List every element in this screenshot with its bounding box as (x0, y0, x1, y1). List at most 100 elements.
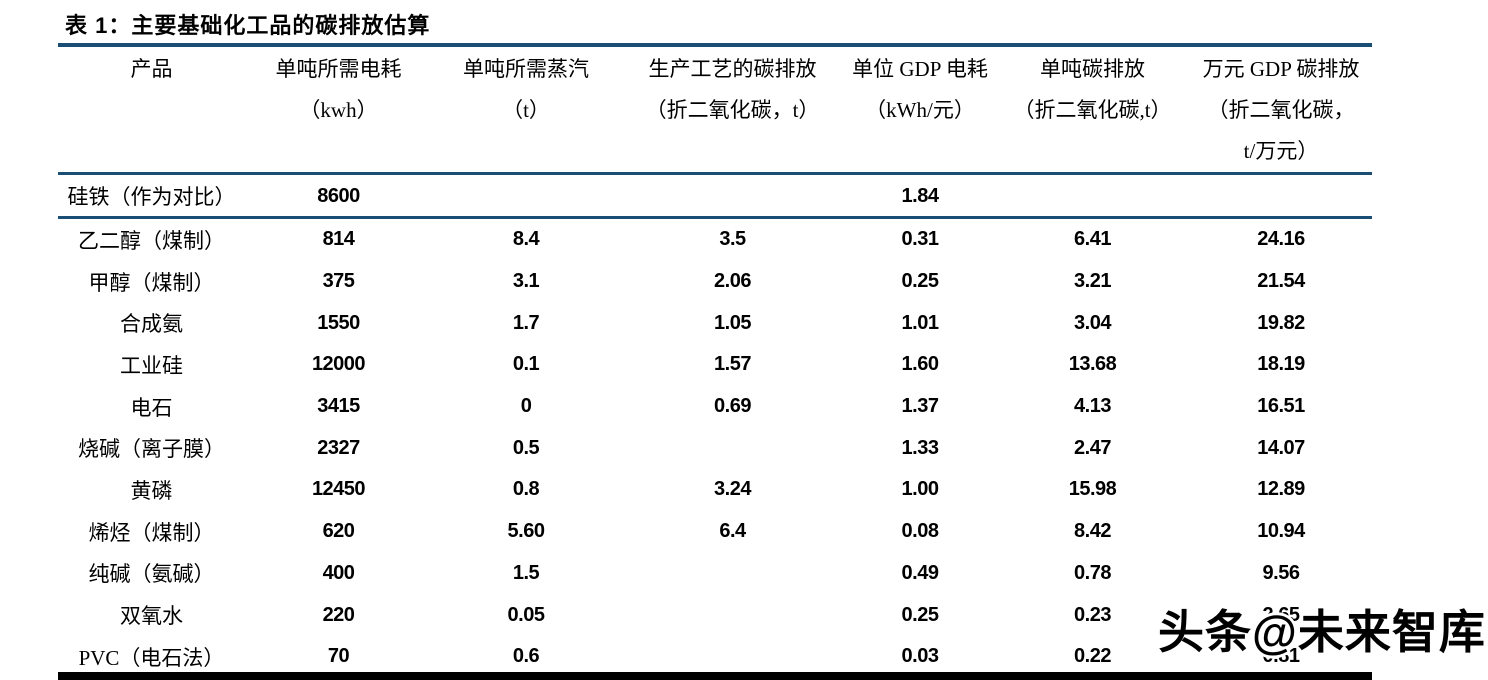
value-cell: 0.22 (1074, 645, 1111, 668)
value-cell: 8600 (317, 184, 360, 207)
value-cell: 0.08 (901, 520, 939, 543)
product-cell: 黄磷 (130, 478, 173, 503)
value-cell: 0.6 (512, 645, 540, 668)
value-cell: 24.16 (1257, 228, 1305, 251)
column-header-label: 万元 GDP 碳排放 (1202, 56, 1360, 81)
value-cell: 6.41 (1074, 228, 1111, 251)
product-cell: 硅铁（作为对比） (67, 185, 236, 209)
value-cell: 0.5 (512, 436, 540, 459)
column-header-unit: （kWh/元） (865, 97, 975, 122)
value-cell: 3415 (317, 395, 360, 418)
value-cell: 18.19 (1257, 353, 1305, 376)
value-cell: 8.42 (1074, 520, 1111, 543)
table-row: 乙二醇（煤制） 814 8.4 3.5 0.31 6.41 24.16 (58, 219, 1372, 261)
header-rule (58, 172, 1372, 175)
product-cell: PVC（电石法） (78, 645, 225, 670)
value-cell: 0.78 (1074, 561, 1111, 584)
table-body: 乙二醇（煤制） 814 8.4 3.5 0.31 6.41 24.16 甲醇（煤… (58, 219, 1372, 678)
column-header: 单位 GDP 电耗 （kWh/元） (845, 47, 995, 170)
value-cell: 1.57 (714, 353, 751, 376)
value-cell: 1.33 (901, 436, 939, 459)
value-cell: 0.49 (901, 561, 939, 584)
product-cell: 电石 (130, 395, 173, 420)
value-cell: 1.01 (901, 311, 939, 334)
value-cell: 6.4 (719, 520, 746, 543)
value-cell: 9.56 (1262, 561, 1300, 584)
column-header-label: 产品 (130, 56, 173, 81)
value-cell: 12000 (311, 353, 366, 376)
table-row: 烧碱（离子膜） 2327 0.5 1.33 2.47 14.07 (58, 427, 1372, 469)
title-rule (58, 43, 1372, 47)
value-cell: 12.89 (1257, 478, 1305, 501)
page-title: 表 1：主要基础化工品的碳排放估算 (65, 13, 431, 38)
column-header: 生产工艺的碳排放 （折二氧化碳，t） (620, 47, 845, 170)
value-cell: 1.05 (714, 311, 751, 334)
column-header-unit: （折二氧化碳， (1207, 97, 1355, 122)
value-cell: 0.23 (1074, 603, 1111, 626)
value-cell: 620 (322, 520, 355, 543)
value-cell: 3.04 (1074, 311, 1111, 334)
column-header-label: 单位 GDP 电耗 (852, 56, 988, 81)
product-cell: 合成氨 (120, 312, 183, 337)
table-bottom-border (58, 672, 1372, 680)
column-header-unit: （折二氧化碳,t） (1013, 97, 1172, 122)
value-cell: 0.03 (901, 645, 939, 668)
table-row: 甲醇（煤制） 375 3.1 2.06 0.25 3.21 21.54 (58, 261, 1372, 303)
value-cell: 13.68 (1068, 353, 1117, 376)
table-row: 黄磷 12450 0.8 3.24 1.00 15.98 12.89 (58, 469, 1372, 511)
value-cell: 1.5 (512, 561, 540, 584)
column-header: 单吨所需蒸汽 （t） (432, 47, 620, 170)
product-cell: 双氧水 (120, 604, 183, 629)
value-cell: 2.65 (1262, 603, 1300, 626)
value-cell: 15.98 (1068, 478, 1117, 501)
product-cell: 乙二醇（煤制） (78, 228, 225, 253)
value-cell: 3.1 (512, 270, 540, 293)
value-cell: 1.60 (901, 353, 939, 376)
column-header: 单吨碳排放 （折二氧化碳,t） (995, 47, 1190, 170)
value-cell: 814 (322, 228, 355, 251)
value-cell: 1.7 (512, 311, 540, 334)
value-cell: 3.24 (714, 478, 751, 501)
table-row: 烯烃（煤制） 620 5.60 6.4 0.08 8.42 10.94 (58, 511, 1372, 553)
table-row: 合成氨 1550 1.7 1.05 1.01 3.04 19.82 (58, 302, 1372, 344)
value-cell: 2327 (317, 436, 360, 459)
value-cell: 3.5 (719, 228, 746, 251)
value-cell: 1.00 (901, 478, 939, 501)
value-cell: 3.21 (1074, 270, 1111, 293)
column-header-label: 生产工艺的碳排放 (648, 56, 817, 81)
value-cell: 0.05 (507, 603, 545, 626)
column-header-label: 单吨所需电耗 (275, 56, 402, 81)
column-header-label: 单吨碳排放 (1040, 56, 1145, 81)
watermark: 头条@未来智库 (1158, 606, 1486, 658)
value-cell: 14.07 (1257, 436, 1305, 459)
value-cell: 375 (322, 270, 355, 293)
value-cell: 2.47 (1074, 436, 1111, 459)
column-header-unit: （kwh） (299, 97, 378, 122)
product-cell: 纯碱（氨碱） (88, 562, 215, 587)
value-cell: 0.31 (901, 228, 939, 251)
value-cell: 220 (322, 603, 355, 626)
table-header: 产品 单吨所需电耗 （kwh） 单吨所需蒸汽 （t） 生产工艺的碳排放 （折二氧… (58, 47, 1372, 170)
value-cell: 0.25 (901, 270, 939, 293)
value-cell: 0.1 (512, 353, 540, 376)
product-cell: 甲醇（煤制） (88, 270, 215, 295)
value-cell: 10.94 (1257, 520, 1305, 543)
value-cell: 0.69 (714, 395, 751, 418)
value-cell: 0.25 (901, 603, 939, 626)
value-cell: 12450 (311, 478, 366, 501)
column-header: 单吨所需电耗 （kwh） (245, 47, 432, 170)
column-header-label: 单吨所需蒸汽 (463, 56, 589, 81)
value-cell: 16.51 (1257, 395, 1305, 418)
table-row: PVC（电石法） 70 0.6 0.03 0.22 0.81 (58, 636, 1372, 678)
value-cell: 19.82 (1257, 311, 1305, 334)
value-cell: 1.37 (901, 395, 939, 418)
value-cell: 8.4 (512, 228, 540, 251)
column-header: 产品 (58, 47, 245, 170)
value-cell: 5.60 (507, 520, 545, 543)
value-cell: 21.54 (1257, 270, 1305, 293)
column-header-unit: （t） (502, 97, 550, 122)
product-cell: 工业硅 (120, 353, 183, 378)
value-cell: 0.81 (1262, 645, 1300, 668)
column-header: 万元 GDP 碳排放 （折二氧化碳， t/万元） (1190, 47, 1372, 170)
